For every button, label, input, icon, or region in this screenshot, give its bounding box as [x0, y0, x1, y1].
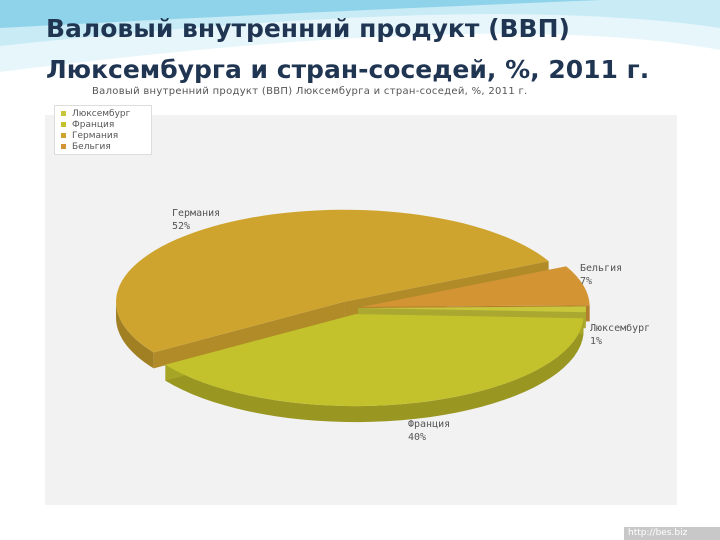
legend-item: Люксембург [61, 108, 151, 119]
legend-label: Бельгия [72, 141, 111, 152]
legend-swatch [61, 122, 66, 127]
legend-label: Германия [72, 130, 119, 141]
slide-title: Валовый внутренний продукт (ВВП) Люксемб… [46, 14, 650, 84]
slice-belgium-top [361, 266, 590, 307]
slice-luxembourg-top [357, 306, 586, 313]
slice-label-value: 7% [580, 276, 593, 287]
slice-france-top [165, 314, 584, 407]
slice-label-value: 1% [590, 336, 603, 347]
slice-label-belgium: Бельгия 7% [580, 262, 622, 288]
slice-label-france: Франция 40% [408, 418, 450, 444]
slice-germany-face [153, 301, 345, 369]
chart-legend: Люксембург Франция Германия Бельгия [54, 105, 152, 155]
slice-germany-top [116, 209, 549, 353]
slice-label-name: Франция [408, 419, 451, 430]
legend-swatch [61, 111, 66, 116]
legend-item: Франция [61, 119, 151, 130]
slice-label-name: Германия [172, 208, 221, 219]
legend-item: Бельгия [61, 141, 151, 152]
watermark: http://bes.biz [624, 527, 720, 540]
slice-france [165, 314, 584, 423]
slice-label-germany: Германия 52% [172, 207, 220, 233]
header-swoosh [0, 0, 720, 72]
chart-title: Валовый внутренний продукт (ВВП) Люксемб… [92, 86, 528, 97]
legend-swatch [61, 144, 66, 149]
legend-swatch [61, 133, 66, 138]
slice-label-name: Люксембург [590, 323, 651, 334]
legend-label: Франция [72, 119, 115, 130]
legend-item: Германия [61, 130, 151, 141]
slice-label-value: 52% [172, 221, 191, 232]
legend-label: Люксембург [72, 108, 131, 119]
slice-label-luxembourg: Люксембург 1% [590, 322, 650, 348]
slice-germany-side [116, 301, 154, 369]
slice-label-name: Бельгия [580, 263, 623, 274]
slice-france-side [165, 318, 584, 423]
slice-label-value: 40% [408, 432, 427, 443]
